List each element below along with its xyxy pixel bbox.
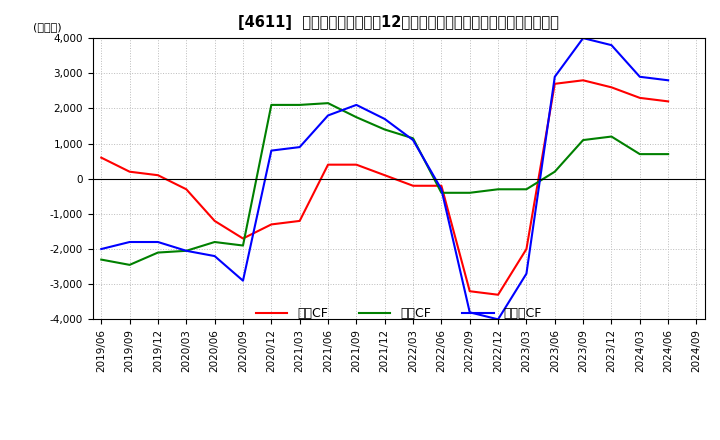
営業CF [97, 155, 106, 160]
投資CF [210, 239, 219, 245]
フリーCF [324, 113, 333, 118]
Line: 投資CF: 投資CF [102, 103, 668, 265]
フリーCF [522, 271, 531, 276]
フリーCF [437, 187, 446, 192]
営業CF [153, 172, 162, 178]
営業CF [465, 289, 474, 294]
営業CF [182, 187, 191, 192]
フリーCF [465, 310, 474, 315]
フリーCF [125, 239, 134, 245]
投資CF [522, 187, 531, 192]
投資CF [153, 250, 162, 255]
投資CF [465, 190, 474, 195]
フリーCF [97, 246, 106, 252]
営業CF [324, 162, 333, 167]
営業CF [210, 218, 219, 224]
営業CF [267, 222, 276, 227]
フリーCF [153, 239, 162, 245]
フリーCF [636, 74, 644, 80]
フリーCF [267, 148, 276, 153]
投資CF [494, 187, 503, 192]
フリーCF [494, 317, 503, 322]
Line: フリーCF: フリーCF [102, 38, 668, 319]
投資CF [636, 151, 644, 157]
フリーCF [551, 74, 559, 80]
営業CF [636, 95, 644, 100]
投資CF [437, 190, 446, 195]
営業CF [579, 77, 588, 83]
投資CF [97, 257, 106, 262]
フリーCF [295, 144, 304, 150]
フリーCF [664, 77, 672, 83]
投資CF [125, 262, 134, 268]
フリーCF [182, 248, 191, 253]
投資CF [579, 137, 588, 143]
投資CF [607, 134, 616, 139]
営業CF [352, 162, 361, 167]
営業CF [607, 84, 616, 90]
投資CF [324, 100, 333, 106]
Title: [4611]  キャッシュフローの12か月移動合計の対前年同期増減額の推移: [4611] キャッシュフローの12か月移動合計の対前年同期増減額の推移 [238, 15, 559, 30]
投資CF [182, 248, 191, 253]
営業CF [238, 236, 247, 241]
フリーCF [210, 253, 219, 259]
投資CF [295, 102, 304, 107]
投資CF [352, 114, 361, 120]
投資CF [664, 151, 672, 157]
Line: 営業CF: 営業CF [102, 80, 668, 295]
フリーCF [352, 102, 361, 107]
営業CF [522, 246, 531, 252]
営業CF [494, 292, 503, 297]
営業CF [437, 183, 446, 188]
フリーCF [607, 43, 616, 48]
営業CF [380, 172, 389, 178]
営業CF [295, 218, 304, 224]
投資CF [551, 169, 559, 174]
営業CF [664, 99, 672, 104]
フリーCF [409, 137, 418, 143]
フリーCF [238, 278, 247, 283]
営業CF [125, 169, 134, 174]
投資CF [380, 127, 389, 132]
投資CF [409, 136, 418, 141]
投資CF [267, 102, 276, 107]
営業CF [551, 81, 559, 86]
フリーCF [579, 36, 588, 41]
Y-axis label: (百万円): (百万円) [32, 22, 61, 33]
フリーCF [380, 116, 389, 121]
投資CF [238, 243, 247, 248]
Legend: 営業CF, 投資CF, フリーCF: 営業CF, 投資CF, フリーCF [251, 302, 547, 325]
営業CF [409, 183, 418, 188]
